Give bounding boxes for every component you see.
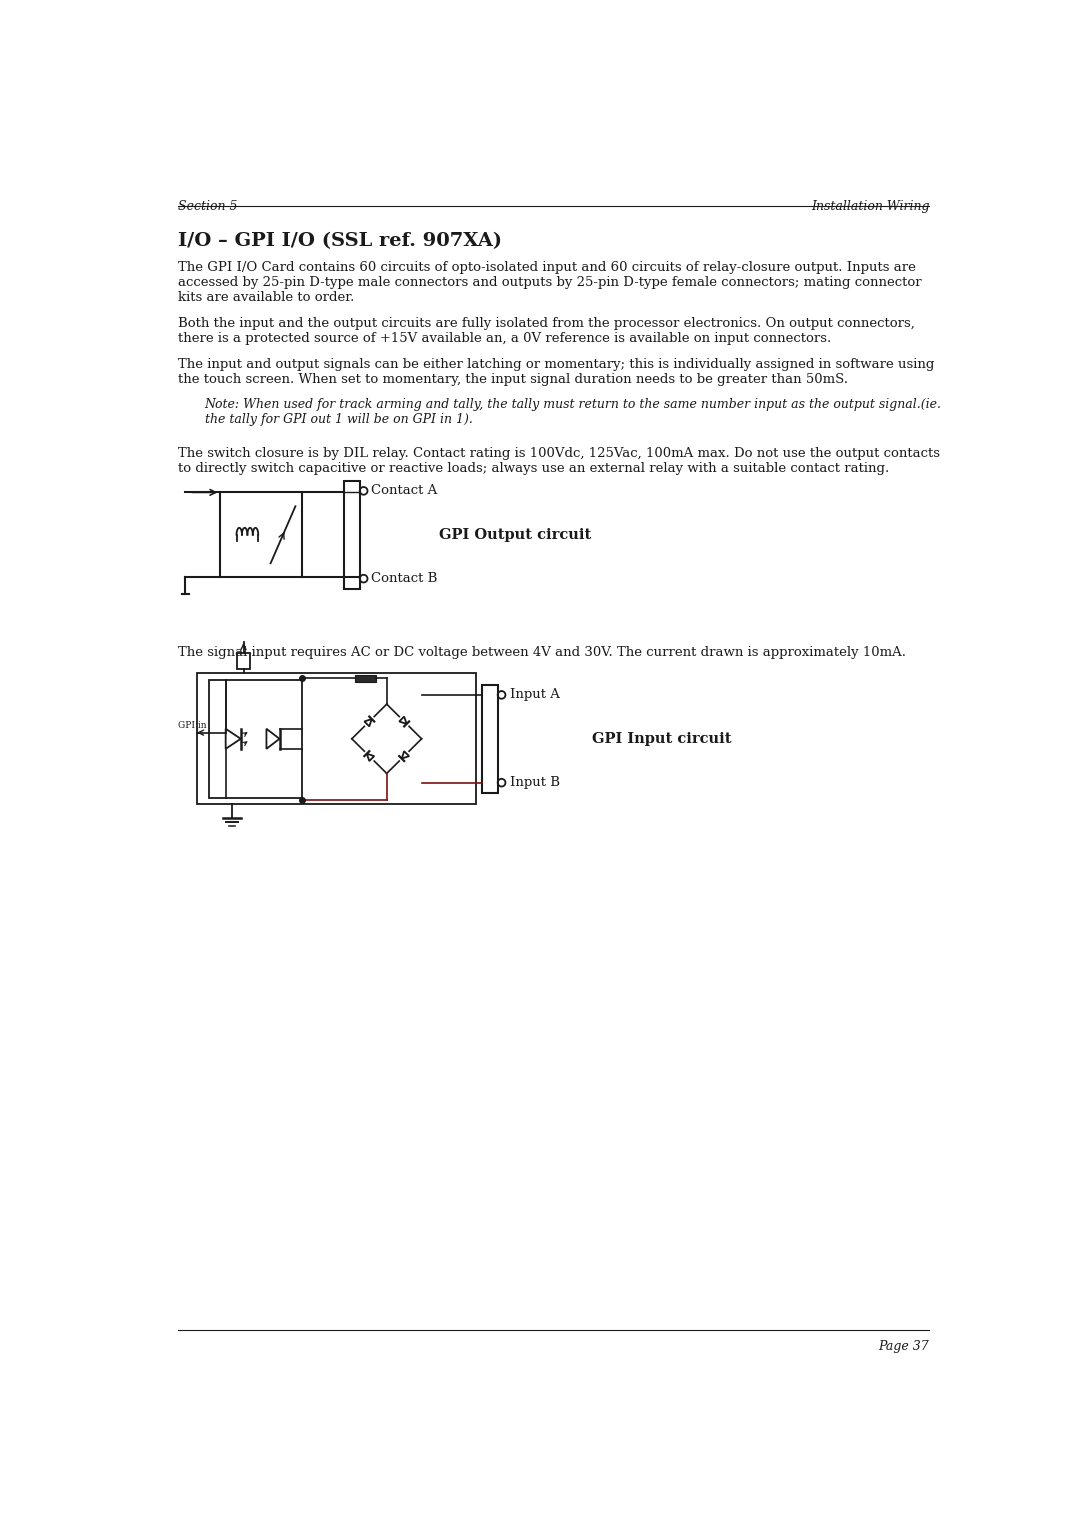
Text: Page 37: Page 37 [879, 1339, 930, 1353]
Bar [354, 675, 377, 683]
Text: to directly switch capacitive or reactive loads; always use an external relay wi: to directly switch capacitive or reactiv… [177, 463, 889, 475]
Text: Input B: Input B [510, 776, 561, 789]
Text: GPI Input circuit: GPI Input circuit [592, 731, 732, 745]
Text: Contact A: Contact A [372, 484, 437, 498]
Text: Both the input and the output circuits are fully isolated from the processor ele: Both the input and the output circuits a… [177, 316, 915, 330]
Bar [482, 686, 498, 793]
Text: GPI in: GPI in [177, 721, 206, 730]
Text: accessed by 25-pin D-type male connectors and outputs by 25-pin D-type female co: accessed by 25-pin D-type male connector… [177, 276, 921, 289]
Text: Input A: Input A [510, 689, 559, 701]
Text: the tally for GPI out 1 will be on GPI in 1).: the tally for GPI out 1 will be on GPI i… [205, 414, 473, 426]
Bar [345, 481, 360, 588]
Text: Note: When used for track arming and tally, the tally must return to the same nu: Note: When used for track arming and tal… [205, 399, 942, 411]
Text: Contact B: Contact B [372, 573, 437, 585]
Text: kits are available to order.: kits are available to order. [177, 292, 354, 304]
Text: Section 5: Section 5 [177, 200, 238, 214]
Text: Installation Wiring: Installation Wiring [811, 200, 930, 214]
Text: The GPI I/O Card contains 60 circuits of opto-isolated input and 60 circuits of : The GPI I/O Card contains 60 circuits of… [177, 261, 916, 273]
Text: The signal input requires AC or DC voltage between 4V and 30V. The current drawn: The signal input requires AC or DC volta… [177, 646, 906, 660]
Bar [237, 652, 251, 669]
Text: there is a protected source of +15V available an, a 0V reference is available on: there is a protected source of +15V avai… [177, 331, 831, 345]
Text: GPI Output circuit: GPI Output circuit [438, 528, 591, 542]
Bar [197, 673, 476, 805]
Bar [220, 492, 301, 577]
Text: The input and output signals can be either latching or momentary; this is indivi: The input and output signals can be eith… [177, 357, 934, 371]
Text: the touch screen. When set to momentary, the input signal duration needs to be g: the touch screen. When set to momentary,… [177, 373, 848, 386]
Text: I/O – GPI I/O (SSL ref. 907XA): I/O – GPI I/O (SSL ref. 907XA) [177, 232, 501, 250]
Bar [208, 680, 301, 799]
Text: The switch closure is by DIL relay. Contact rating is 100Vdc, 125Vac, 100mA max.: The switch closure is by DIL relay. Cont… [177, 447, 940, 460]
